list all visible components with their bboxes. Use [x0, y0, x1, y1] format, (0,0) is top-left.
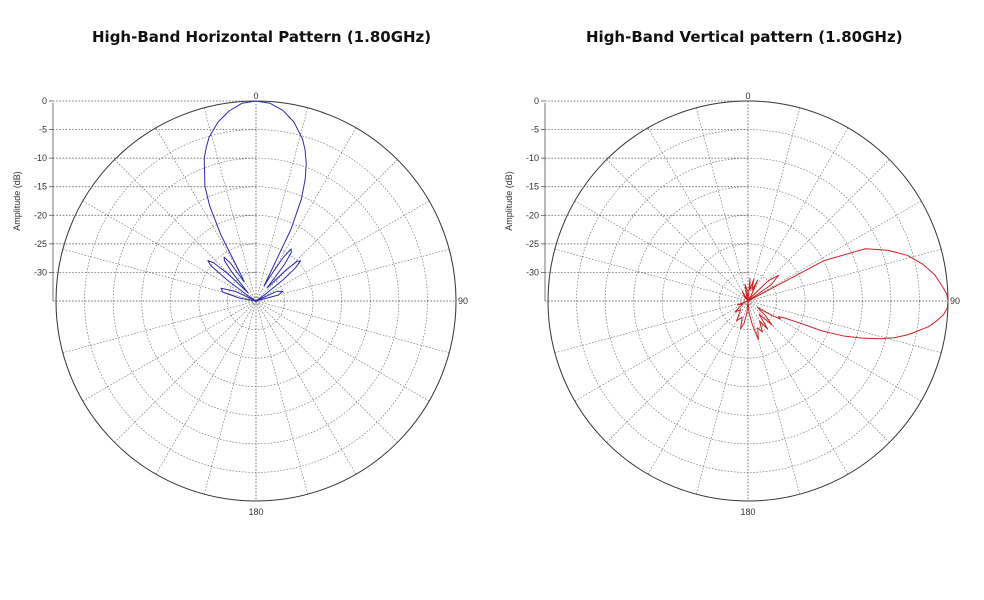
grid-spoke [574, 200, 749, 302]
radial-tick-label: -5 [531, 125, 539, 135]
radial-tick-label: -25 [526, 239, 539, 249]
grid-spoke [255, 107, 309, 302]
grid-spoke [255, 300, 450, 354]
angle-label: 90 [950, 296, 960, 306]
grid-spoke [255, 159, 398, 302]
grid-spoke [747, 248, 942, 302]
chart-title: High-Band Vertical pattern (1.80GHz) [586, 28, 903, 46]
y-axis-label: Amplitude (dB) [12, 171, 22, 231]
pattern-trace [734, 248, 949, 341]
angle-label: 0 [745, 91, 750, 101]
grid-spoke [255, 300, 398, 443]
radial-tick-label: -20 [34, 210, 47, 220]
grid-spoke [747, 300, 801, 495]
grid-spoke [695, 107, 749, 302]
grid-spoke [554, 248, 749, 302]
grid-spoke [155, 300, 257, 475]
radial-tick-label: -30 [34, 267, 47, 277]
grid-spoke [255, 300, 309, 495]
radial-tick-label: 0 [42, 96, 47, 106]
grid-spoke [647, 127, 749, 302]
grid-spoke [82, 300, 257, 402]
grid-spoke [747, 159, 890, 302]
grid-spoke [203, 300, 257, 495]
horizontal-pattern-panel: High-Band Horizontal Pattern (1.80GHz) 0… [12, 28, 468, 517]
vertical-pattern-panel: High-Band Vertical pattern (1.80GHz) 0 -5… [492, 0, 984, 600]
grid-spoke [82, 200, 257, 302]
grid-spoke [747, 127, 849, 302]
radial-tick-label: -5 [39, 125, 47, 135]
grid-spoke [255, 300, 430, 402]
radial-tick-label: -20 [526, 210, 539, 220]
grid-spoke [747, 300, 942, 354]
grid-spoke [606, 300, 749, 443]
pattern-trace [203, 100, 307, 302]
grid-spoke [747, 107, 801, 302]
grid-spoke [574, 300, 749, 402]
radial-tick-label: -10 [34, 153, 47, 163]
grid-spoke [747, 200, 922, 302]
angle-label: 180 [740, 507, 755, 517]
radial-tick-label: -25 [34, 239, 47, 249]
radial-tick-label: -30 [526, 267, 539, 277]
radial-tick-label: -15 [526, 182, 539, 192]
horizontal-polar-chart: 0 -5 -10 -15 -20 -25 -30 Amplitude (dB) 0 90 180 [12, 91, 468, 517]
grid-spoke [695, 300, 749, 495]
grid-spoke [62, 300, 257, 354]
grid-spoke [554, 300, 749, 354]
y-axis-label: Amplitude (dB) [504, 171, 514, 231]
radial-tick-label: -10 [526, 153, 539, 163]
grid-spoke [203, 107, 257, 302]
grid-spoke [647, 300, 749, 475]
radial-tick-label: 0 [534, 96, 539, 106]
grid-spoke [114, 300, 257, 443]
grid-spoke [606, 159, 749, 302]
grid-spoke [255, 248, 450, 302]
vertical-polar-chart: 0 -5 -10 -15 -20 -25 -30 Amplitude (dB) 0 90 180 [504, 91, 960, 517]
grid-spoke [255, 200, 430, 302]
radial-tick-label: -15 [34, 182, 47, 192]
angle-label: 90 [458, 296, 468, 306]
grid-spoke [747, 300, 849, 475]
angle-label: 0 [253, 91, 258, 101]
chart-title: High-Band Horizontal Pattern (1.80GHz) [92, 28, 432, 46]
grid-spoke [255, 300, 357, 475]
angle-label: 180 [248, 507, 263, 517]
